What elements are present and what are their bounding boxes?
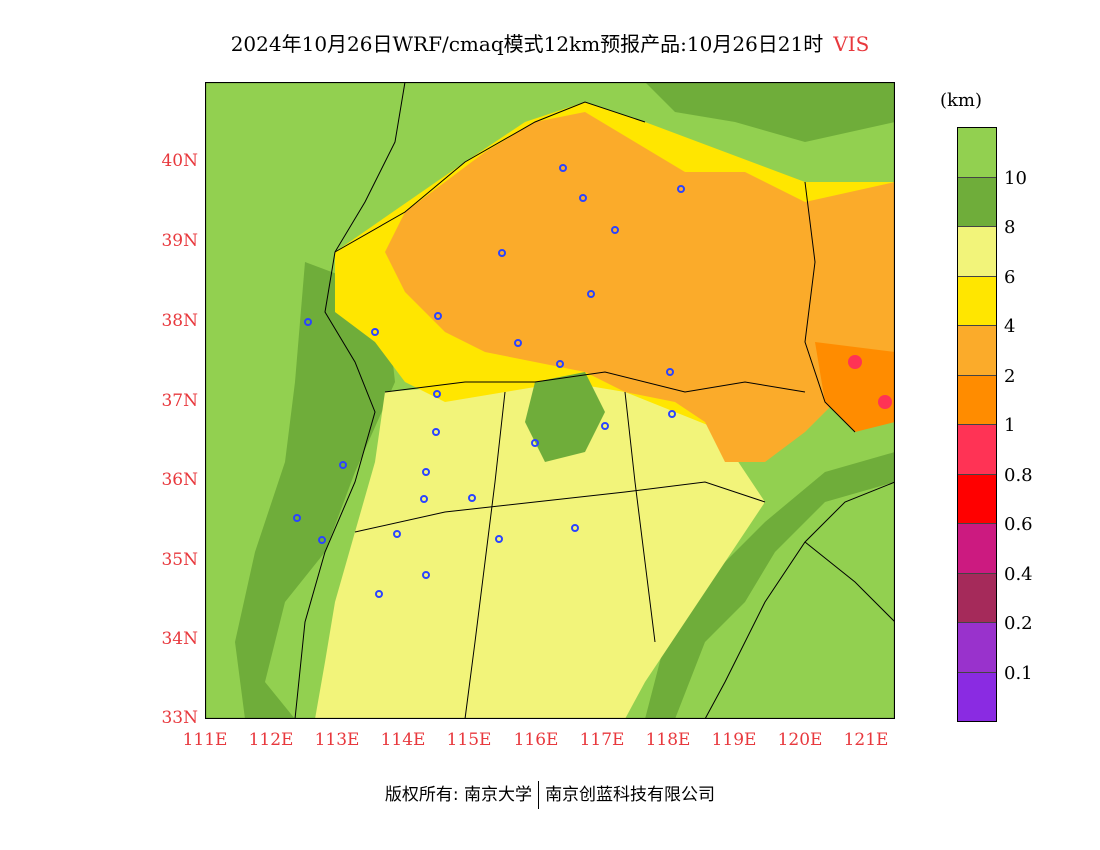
lon-label-111e: 111E bbox=[182, 730, 228, 750]
lon-label-112e: 112E bbox=[248, 730, 294, 750]
lon-label-113e: 113E bbox=[314, 730, 360, 750]
colorbar-segment bbox=[958, 572, 996, 622]
city-marker bbox=[433, 390, 441, 398]
city-marker bbox=[393, 530, 401, 538]
city-marker bbox=[318, 536, 326, 544]
title-main: 2024年10月26日WRF/cmaq模式12km预报产品:10月26日21时 bbox=[230, 32, 824, 56]
colorbar-segment bbox=[958, 325, 996, 375]
province-boundaries bbox=[294, 82, 895, 719]
colorbar-segment bbox=[958, 128, 996, 177]
colorbar-label: 6 bbox=[1004, 267, 1016, 288]
colorbar-label: 0.6 bbox=[1004, 514, 1033, 535]
colorbar-segment bbox=[958, 523, 996, 573]
city-marker bbox=[339, 461, 347, 469]
vis-region-8-10-centre bbox=[525, 372, 605, 462]
colorbar-segment bbox=[958, 275, 996, 325]
colorbar-label: 1 bbox=[1004, 415, 1016, 436]
lat-label-40n: 40N bbox=[161, 151, 198, 171]
colorbar-label: 2 bbox=[1004, 366, 1016, 387]
city-marker bbox=[293, 514, 301, 522]
city-marker bbox=[531, 439, 539, 447]
city-marker bbox=[677, 185, 685, 193]
city-marker bbox=[498, 249, 506, 257]
city-marker bbox=[587, 290, 595, 298]
lon-label-117e: 117E bbox=[579, 730, 625, 750]
colorbar-label: 8 bbox=[1004, 217, 1016, 238]
colorbar-label: 0.4 bbox=[1004, 564, 1033, 585]
city-marker bbox=[432, 428, 440, 436]
lat-label-37n: 37N bbox=[161, 391, 198, 411]
vis-region-1-2 bbox=[815, 342, 895, 432]
title-variable: VIS bbox=[833, 32, 870, 56]
copyright-owner: 版权所有: 南京大学 bbox=[384, 785, 533, 805]
colorbar-segment bbox=[958, 374, 996, 424]
visibility-map bbox=[205, 82, 895, 719]
city-marker bbox=[514, 339, 522, 347]
city-marker bbox=[611, 226, 619, 234]
lat-label-36n: 36N bbox=[161, 470, 198, 490]
colorbar bbox=[957, 127, 997, 722]
city-marker bbox=[601, 422, 609, 430]
lat-label-38n: 38N bbox=[161, 311, 198, 331]
city-marker bbox=[571, 524, 579, 532]
map-frame bbox=[205, 82, 895, 719]
vis-region-8-10-southeast bbox=[645, 452, 895, 719]
colorbar-segment bbox=[958, 424, 996, 474]
city-marker bbox=[579, 194, 587, 202]
city-marker bbox=[304, 318, 312, 326]
colorbar-label: 4 bbox=[1004, 316, 1016, 337]
lat-label-33n: 33N bbox=[161, 708, 198, 728]
map-title: 2024年10月26日WRF/cmaq模式12km预报产品:10月26日21时 V… bbox=[0, 28, 1100, 57]
map-panel bbox=[205, 82, 895, 719]
colorbar-label: 0.1 bbox=[1004, 663, 1033, 684]
vis-spot-0-8-1-b bbox=[878, 395, 892, 409]
colorbar-label: 0.2 bbox=[1004, 613, 1033, 634]
colorbar-segment bbox=[958, 671, 996, 721]
city-marker bbox=[468, 494, 476, 502]
lat-label-39n: 39N bbox=[161, 231, 198, 251]
city-marker bbox=[422, 571, 430, 579]
vis-spot-0-8-1-a bbox=[848, 355, 862, 369]
lat-label-35n: 35N bbox=[161, 550, 198, 570]
copyright-company: 南京创蓝科技有限公司 bbox=[545, 785, 716, 805]
lon-label-119e: 119E bbox=[711, 730, 757, 750]
vis-region-2-4 bbox=[385, 112, 895, 462]
vis-region-6-8 bbox=[315, 372, 765, 719]
colorbar-segment bbox=[958, 473, 996, 523]
vis-region-8-10-west bbox=[235, 262, 395, 719]
colorbar-segment bbox=[958, 622, 996, 672]
copyright-footer: 版权所有: 南京大学 南京创蓝科技有限公司 bbox=[0, 780, 1100, 809]
lon-label-115e: 115E bbox=[446, 730, 492, 750]
vis-region-8-10-north bbox=[645, 82, 895, 142]
city-marker bbox=[668, 410, 676, 418]
footer-divider bbox=[538, 781, 540, 809]
colorbar-segment bbox=[958, 176, 996, 226]
city-marker bbox=[434, 312, 442, 320]
lon-label-116e: 116E bbox=[513, 730, 559, 750]
city-marker bbox=[371, 328, 379, 336]
city-marker bbox=[422, 468, 430, 476]
lat-label-34n: 34N bbox=[161, 629, 198, 649]
lon-label-120e: 120E bbox=[777, 730, 823, 750]
city-marker bbox=[559, 164, 567, 172]
city-marker bbox=[666, 368, 674, 376]
colorbar-segment bbox=[958, 226, 996, 276]
city-marker bbox=[420, 495, 428, 503]
colorbar-unit: (km) bbox=[940, 90, 983, 111]
city-marker bbox=[375, 590, 383, 598]
colorbar-label: 10 bbox=[1004, 168, 1027, 189]
city-marker bbox=[495, 535, 503, 543]
city-marker bbox=[556, 360, 564, 368]
colorbar-label: 0.8 bbox=[1004, 465, 1033, 486]
lon-label-121e: 121E bbox=[843, 730, 889, 750]
city-markers bbox=[293, 164, 685, 598]
lon-label-118e: 118E bbox=[645, 730, 691, 750]
lon-label-114e: 114E bbox=[380, 730, 426, 750]
